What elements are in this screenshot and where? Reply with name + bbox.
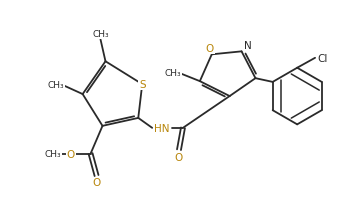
Text: CH₃: CH₃ [44, 149, 61, 158]
Text: O: O [206, 44, 214, 54]
Text: S: S [139, 80, 146, 90]
Text: HN: HN [154, 123, 170, 133]
Text: Cl: Cl [318, 54, 328, 63]
Text: O: O [92, 178, 101, 187]
Text: N: N [244, 41, 251, 51]
Text: CH₃: CH₃ [165, 68, 181, 77]
Text: O: O [175, 152, 183, 162]
Text: CH₃: CH₃ [48, 80, 64, 89]
Text: CH₃: CH₃ [92, 30, 109, 39]
Text: O: O [67, 149, 75, 159]
